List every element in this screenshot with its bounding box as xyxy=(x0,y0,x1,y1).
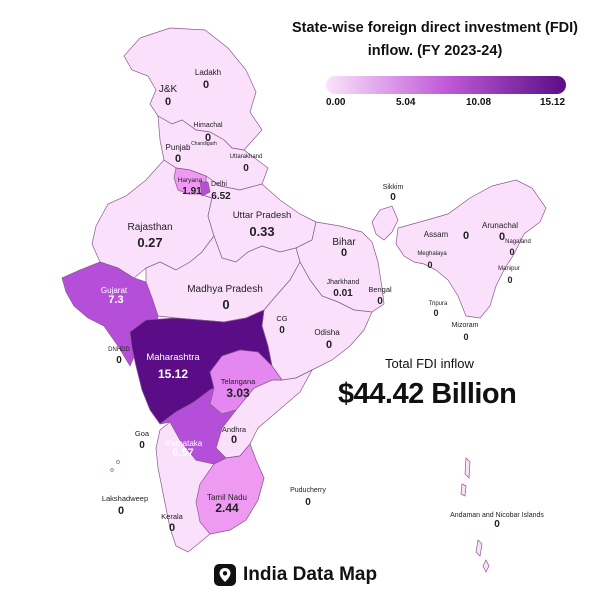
state-value-gujarat: 7.3 xyxy=(108,294,123,306)
state-value-odisha: 0 xyxy=(326,339,332,351)
state-value-lakshadweep: 0 xyxy=(118,505,124,517)
state-region-mp xyxy=(145,235,301,323)
state-value-telangana: 3.03 xyxy=(226,386,250,400)
state-name-cg: CG xyxy=(276,314,287,323)
state-value-haryana: 1.91 xyxy=(182,186,202,197)
state-value-manipur: 0 xyxy=(507,275,512,285)
state-value-himachal: 0 xyxy=(205,132,211,144)
state-name-kerala: Kerala xyxy=(161,512,184,521)
state-name-maharashtra: Maharashtra xyxy=(146,352,200,363)
state-name-himachal: Himachal xyxy=(193,122,223,129)
state-name-jharkhand: Jharkhand xyxy=(327,279,360,286)
state-value-uttarakhand: 0 xyxy=(243,163,249,174)
state-value-assam: 0 xyxy=(463,230,469,242)
total-fdi-value: $44.42 Billion xyxy=(338,378,517,410)
state-name-telangana: Telangana xyxy=(221,377,256,386)
state-name-karnataka: Karnataka xyxy=(166,439,203,448)
state-name-odisha: Odisha xyxy=(314,328,340,337)
state-value-punjab: 0 xyxy=(175,153,181,165)
map-title-line-2: inflow. (FY 2023-24) xyxy=(367,43,503,59)
state-haryana[interactable] xyxy=(173,167,207,195)
state-name-lakshadweep: Lakshadweep xyxy=(102,494,148,503)
state-value-andaman: 0 xyxy=(494,519,500,530)
state-region-northeast xyxy=(395,179,547,319)
state-value-cg: 0 xyxy=(279,325,285,336)
state-name-bihar: Bihar xyxy=(332,237,356,248)
india-outline xyxy=(91,27,547,553)
state-name-rajasthan: Rajasthan xyxy=(127,222,172,233)
andaman-islands xyxy=(460,457,490,573)
state-name-manipur: Manipur xyxy=(498,266,520,272)
state-name-meghalaya: Meghalaya xyxy=(417,251,447,257)
state-name-punjab: Punjab xyxy=(166,143,191,152)
state-name-uttarakhand: Uttarakhand xyxy=(230,154,263,160)
state-name-madhya-pradesh: Madhya Pradesh xyxy=(187,284,263,295)
state-value-meghalaya: 0 xyxy=(427,260,432,270)
state-value-dnhdd: 0 xyxy=(116,355,122,366)
state-karnataka[interactable] xyxy=(159,387,237,465)
state-delhi[interactable] xyxy=(199,181,211,197)
state-value-karnataka: 6.57 xyxy=(172,447,193,459)
state-value-puducherry: 0 xyxy=(305,497,311,508)
legend-tick-max: 15.12 xyxy=(540,97,566,108)
state-name-andaman: Andaman and Nicobar Islands xyxy=(450,512,544,519)
legend-tick-2: 5.04 xyxy=(396,97,416,108)
state-value-rajasthan: 0.27 xyxy=(137,235,162,250)
state-tamil-nadu[interactable] xyxy=(195,443,265,535)
state-value-bihar: 0 xyxy=(341,247,347,259)
state-value-goa: 0 xyxy=(139,440,145,451)
state-value-ladakh: 0 xyxy=(203,79,209,91)
state-value-arunachal: 0 xyxy=(499,231,505,243)
state-name-ladakh: Ladakh xyxy=(195,68,221,77)
state-value-bengal: 0 xyxy=(377,296,383,307)
state-value-jharkhand: 0.01 xyxy=(333,288,353,299)
state-value-sikkim: 0 xyxy=(390,192,396,203)
state-name-arunachal: Arunachal xyxy=(482,221,518,230)
map-title-line-1: State-wise foreign direct investment (FD… xyxy=(291,20,579,36)
state-value-andhra: 0 xyxy=(231,434,237,446)
state-region-sikkim xyxy=(371,205,399,241)
legend-tick-min: 0.00 xyxy=(326,97,346,108)
state-name-goa: Goa xyxy=(135,429,150,438)
state-name-puducherry: Puducherry xyxy=(290,487,326,494)
state-name-uttar-pradesh: Uttar Pradesh xyxy=(233,210,292,221)
state-name-dnhdd: DNHDD xyxy=(108,347,130,353)
state-name-sikkim: Sikkim xyxy=(383,184,404,191)
state-value-jk: 0 xyxy=(165,96,171,108)
state-name-tripura: Tripura xyxy=(429,301,448,307)
state-value-tamil-nadu: 2.44 xyxy=(215,501,239,515)
state-name-haryana: Haryana xyxy=(178,177,203,184)
state-value-nagaland: 0 xyxy=(509,247,514,257)
state-name-assam: Assam xyxy=(424,230,449,239)
state-value-tripura: 0 xyxy=(433,308,438,318)
state-value-madhya-pradesh: 0 xyxy=(222,297,229,312)
state-name-chandigarh: Chandigarh xyxy=(191,141,217,147)
lakshadweep-islands xyxy=(110,460,120,472)
state-value-mizoram: 0 xyxy=(463,332,468,342)
state-value-maharashtra: 15.12 xyxy=(158,367,188,381)
legend-color-bar xyxy=(326,76,566,94)
state-name-mizoram: Mizoram xyxy=(452,322,479,329)
state-value-kerala: 0 xyxy=(169,522,175,534)
state-name-delhi: Delhi xyxy=(211,181,227,188)
brand-name: India Data Map xyxy=(243,564,378,585)
state-name-tamil-nadu: Tamil Nadu xyxy=(207,493,247,502)
state-value-delhi: 6.52 xyxy=(211,191,231,202)
state-value-uttar-pradesh: 0.33 xyxy=(249,224,274,239)
state-name-andhra: Andhra xyxy=(222,425,247,434)
brand-logo: India Data Map xyxy=(214,563,377,587)
total-fdi-label: Total FDI inflow xyxy=(385,356,474,371)
state-name-jk: J&K xyxy=(159,84,178,95)
state-labels: Ladakh0J&K0Himachal0Punjab0ChandigarhUtt… xyxy=(101,68,545,534)
legend-tick-3: 10.08 xyxy=(466,97,492,108)
state-name-nagaland: Nagaland xyxy=(505,239,531,245)
map-pin-icon xyxy=(214,564,236,586)
state-name-gujarat: Gujarat xyxy=(101,286,128,295)
state-name-bengal: Bengal xyxy=(368,285,392,294)
